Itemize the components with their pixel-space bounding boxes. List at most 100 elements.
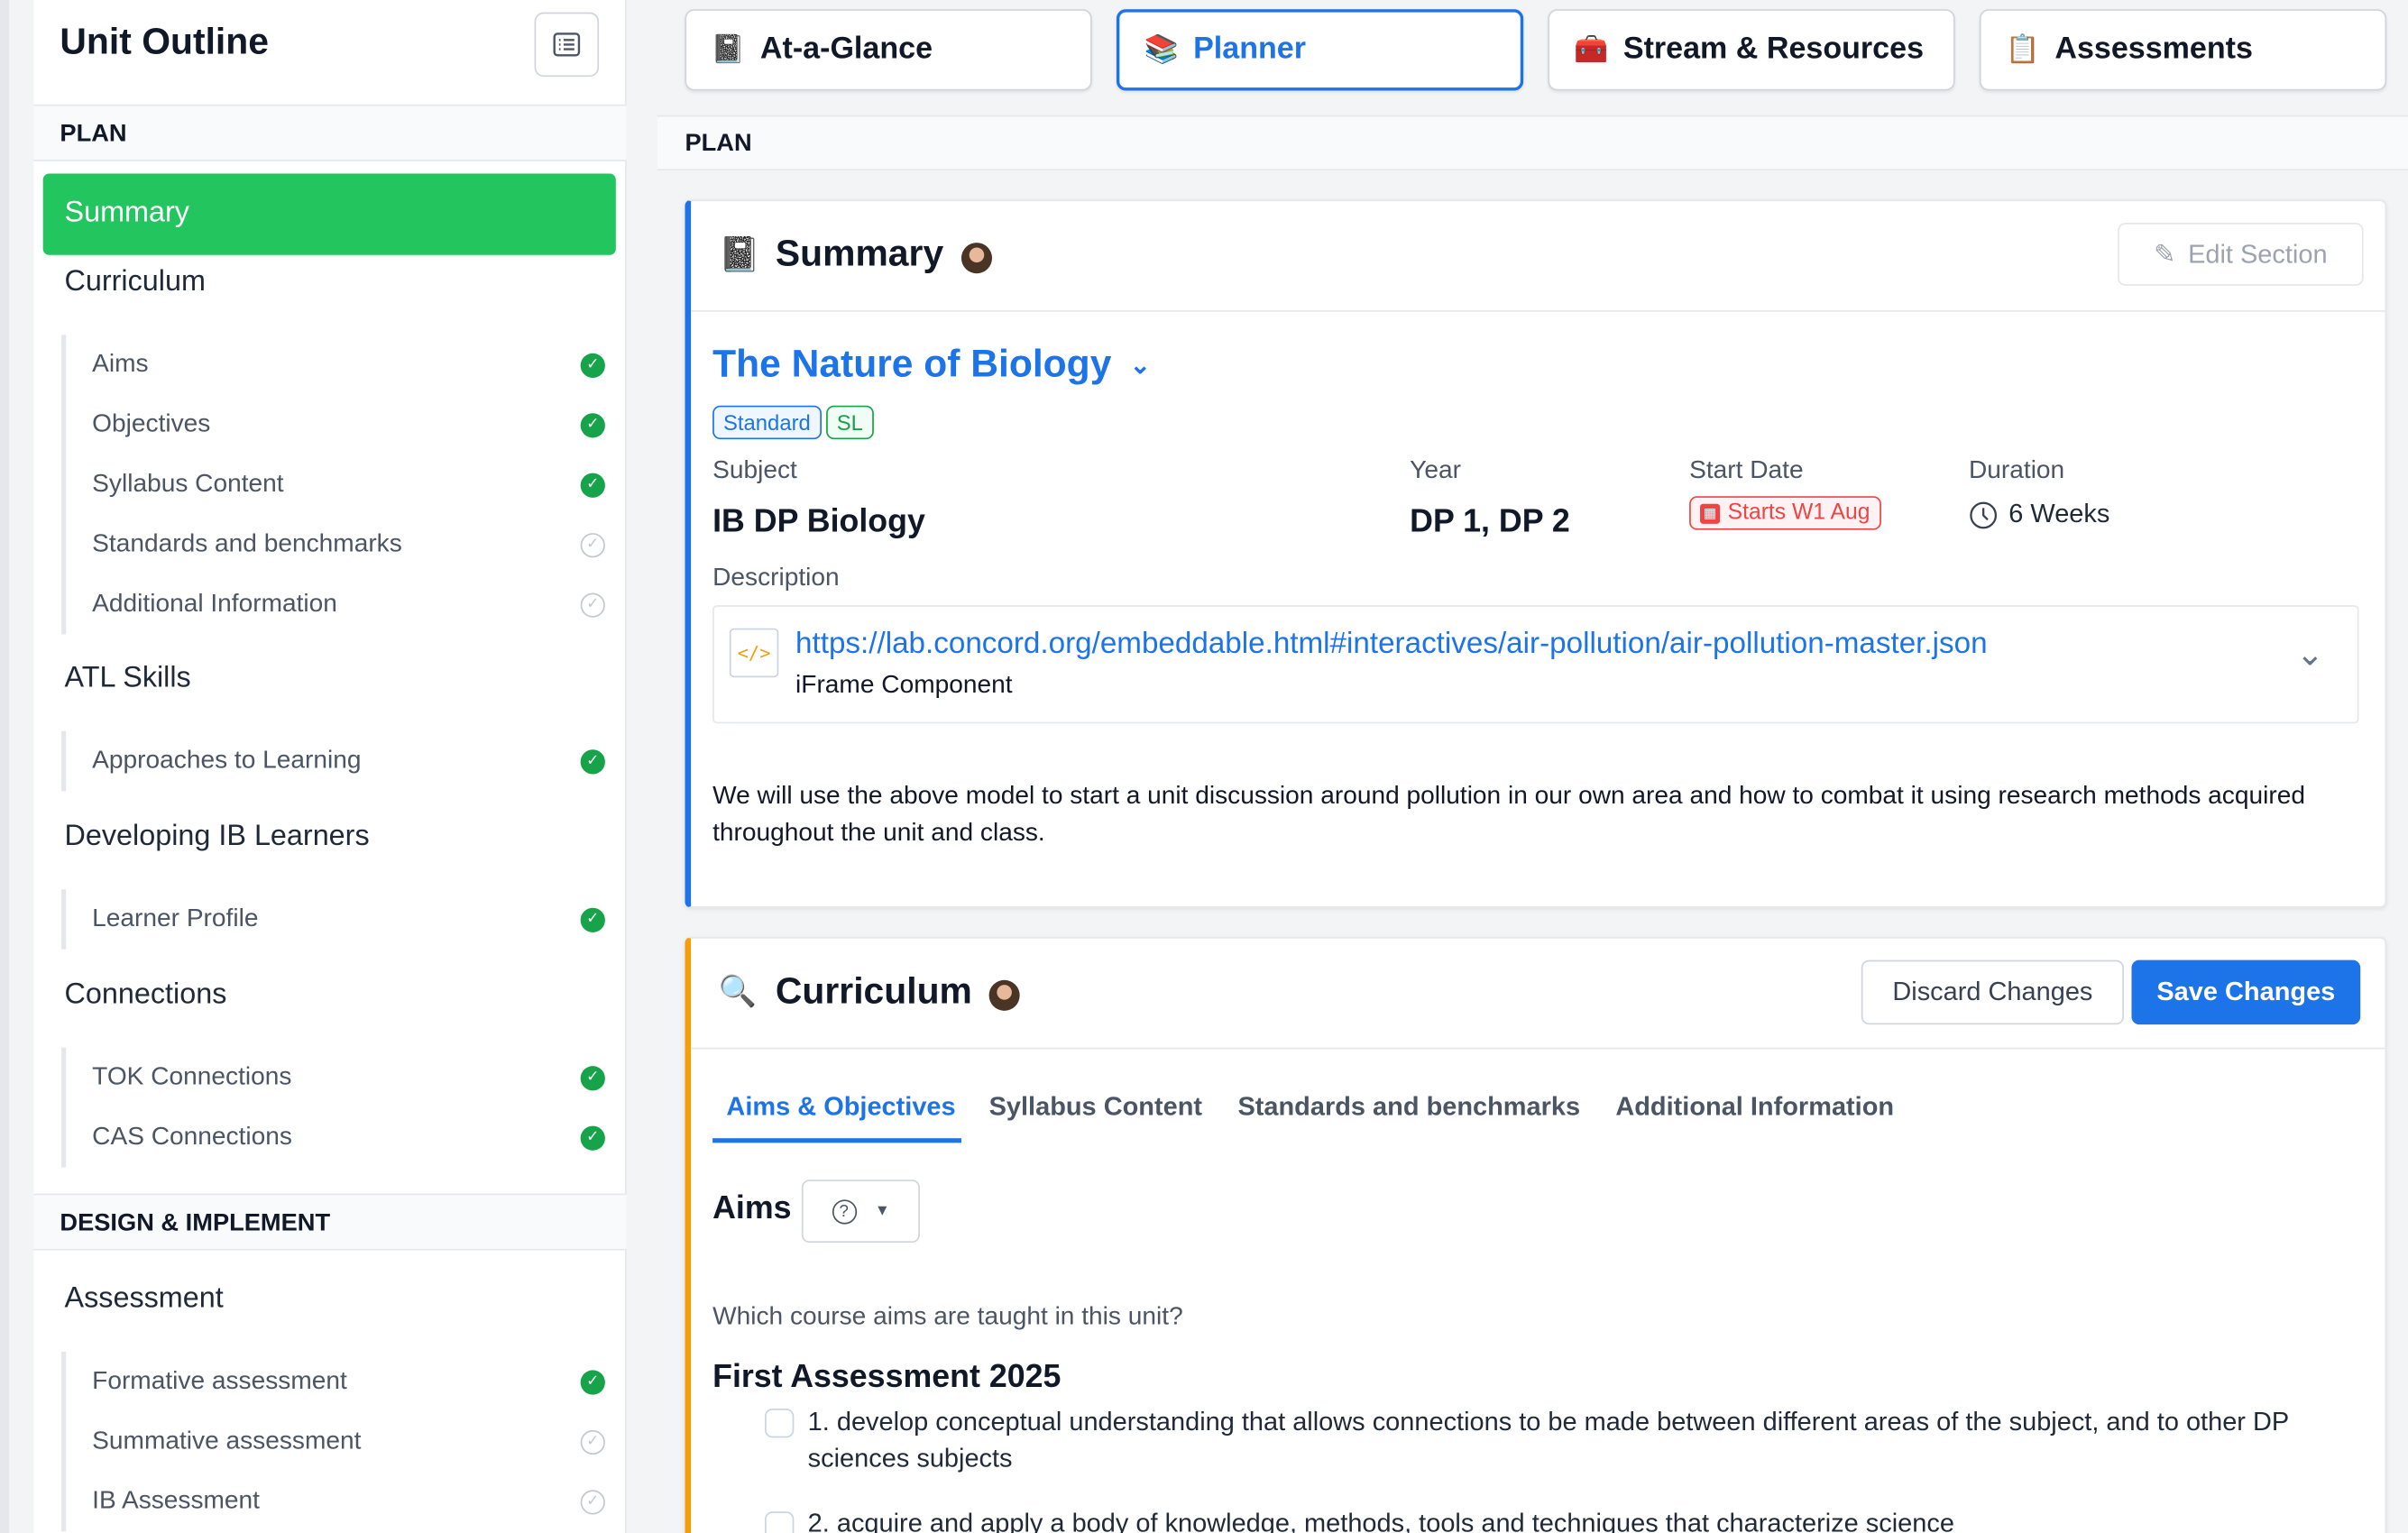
- aim-text: 2. acquire and apply a body of knowledge…: [807, 1508, 1954, 1533]
- check-circle-filled-icon: ✓: [580, 748, 605, 774]
- tab-at-a-glance[interactable]: 📓 At-a-Glance: [685, 9, 1092, 91]
- avatar: [960, 243, 993, 274]
- unit-title: The Nature of Biology: [712, 342, 1112, 386]
- sidebar-subitems: Approaches to Learning ✓: [61, 730, 605, 792]
- curriculum-tab[interactable]: Syllabus Content: [988, 1092, 1203, 1122]
- check-circle-outline-icon: ✓: [580, 532, 605, 557]
- chevron-down-icon[interactable]: ⌄: [2295, 634, 2325, 674]
- outline-toggle-button[interactable]: [534, 12, 600, 78]
- sidebar-item-label: Objectives: [92, 409, 211, 438]
- sidebar-title: Unit Outline: [60, 21, 269, 63]
- magnifier-icon: 🔍: [718, 975, 758, 1010]
- save-changes-button[interactable]: Save Changes: [2131, 959, 2361, 1025]
- check-circle-filled-icon: ✓: [580, 1369, 605, 1394]
- check-circle-filled-icon: ✓: [580, 1125, 605, 1150]
- sidebar-item-label: Summative assessment: [92, 1427, 362, 1455]
- sidebar-item[interactable]: TOK Connections ✓: [66, 1048, 605, 1107]
- curriculum-card: 🔍 Curriculum Discard Changes Save Change…: [685, 937, 2387, 1533]
- sidebar-item-label: Learner Profile: [92, 904, 259, 932]
- tab-label: At-a-Glance: [759, 32, 933, 67]
- sidebar-item-summary[interactable]: Summary: [42, 173, 616, 255]
- assessment-group-title: First Assessment 2025: [712, 1359, 1062, 1395]
- curriculum-tab[interactable]: Standards and benchmarks: [1237, 1092, 1581, 1122]
- check-circle-filled-icon: ✓: [580, 412, 605, 437]
- sidebar-item[interactable]: Standards and benchmarks ✓: [66, 515, 605, 574]
- sidebar-item[interactable]: Formative assessment ✓: [66, 1352, 605, 1411]
- sidebar-item[interactable]: Syllabus Content ✓: [66, 454, 605, 514]
- sidebar-subitems: Aims ✓ Objectives ✓ Syllabus Content ✓ Standar…: [61, 335, 605, 635]
- subject-value: IB DP Biology: [712, 503, 925, 539]
- start-date-value: Starts W1 Aug: [1727, 500, 1870, 526]
- tab-stream-resources[interactable]: 🧰 Stream & Resources: [1548, 9, 1955, 91]
- clock-icon: [1970, 500, 1998, 528]
- check-circle-filled-icon: ✓: [580, 1065, 605, 1090]
- sidebar-group-label[interactable]: ATL Skills: [64, 662, 191, 694]
- sidebar-item-label: IB Assessment: [92, 1486, 261, 1515]
- active-tab-underline: [712, 1138, 961, 1143]
- summary-header: 📓 Summary ✎ Edit Section: [691, 201, 2385, 312]
- section-header-plan: PLAN: [33, 104, 627, 161]
- check-circle-filled-icon: ✓: [580, 906, 605, 932]
- tab-planner[interactable]: 📚 Planner: [1116, 9, 1524, 91]
- sidebar-item[interactable]: Approaches to Learning ✓: [66, 731, 605, 791]
- calendar-icon: ▦: [1699, 502, 1721, 524]
- curriculum-title: Curriculum: [775, 970, 972, 1013]
- aims-heading: Aims: [712, 1190, 792, 1226]
- check-circle-filled-icon: ✓: [580, 472, 605, 498]
- sidebar-group-label[interactable]: Curriculum: [64, 265, 206, 298]
- tab-label: Stream & Resources: [1622, 32, 1925, 67]
- tab-assessments[interactable]: 📋 Assessments: [1979, 9, 2387, 91]
- notebook-icon: 📓: [718, 234, 761, 274]
- duration-label: Duration: [1968, 455, 2065, 484]
- check-circle-filled-icon: ✓: [580, 352, 605, 378]
- curriculum-tab[interactable]: Aims & Objectives: [726, 1092, 956, 1122]
- sidebar-item[interactable]: IB Assessment ✓: [66, 1472, 605, 1531]
- aims-question: Which course aims are taught in this uni…: [712, 1302, 1183, 1331]
- sidebar-item-label: Additional Information: [92, 590, 337, 618]
- aim-checkbox[interactable]: [764, 1511, 795, 1533]
- sidebar-subitems: Formative assessment ✓ Summative assessmen…: [61, 1351, 605, 1532]
- sidebar-item[interactable]: Objectives ✓: [66, 395, 605, 454]
- list-icon: [553, 32, 581, 57]
- unit-title-dropdown[interactable]: The Nature of Biology ⌄: [712, 343, 1151, 387]
- sidebar-item[interactable]: Summative assessment ✓: [66, 1411, 605, 1471]
- aim-checkbox[interactable]: [764, 1409, 795, 1438]
- sidebar-group-label[interactable]: Developing IB Learners: [64, 820, 370, 853]
- discard-changes-button[interactable]: Discard Changes: [1861, 959, 2124, 1025]
- duration-value: 6 Weeks: [2008, 499, 2110, 528]
- sidebar-item[interactable]: Additional Information ✓: [66, 574, 605, 634]
- iframe-url-link[interactable]: https://lab.concord.org/embeddable.html#…: [795, 626, 1988, 661]
- pencil-icon: ✎: [2154, 238, 2176, 269]
- sidebar-item[interactable]: CAS Connections ✓: [66, 1107, 605, 1167]
- sidebar-item-label: TOK Connections: [92, 1062, 292, 1091]
- description-text: We will use the above model to start a u…: [712, 782, 2305, 847]
- check-circle-outline-icon: ✓: [580, 1429, 605, 1455]
- sidebar-subitems: Learner Profile ✓: [61, 889, 605, 950]
- description-label: Description: [712, 564, 840, 592]
- badges: Standard SL: [712, 405, 874, 440]
- iframe-type: iFrame Component: [795, 671, 1013, 700]
- edit-section-button[interactable]: ✎ Edit Section: [2118, 222, 2364, 286]
- sidebar-item[interactable]: Aims ✓: [66, 335, 605, 394]
- tab-label: Planner: [1193, 32, 1306, 67]
- curriculum-tab[interactable]: Additional Information: [1615, 1092, 1895, 1122]
- sidebar-subitems: TOK Connections ✓ CAS Connections ✓: [61, 1047, 605, 1168]
- sidebar-group-label[interactable]: Assessment: [64, 1282, 224, 1316]
- treasure-chest-icon: 🧰: [1574, 33, 1609, 65]
- aims-help-dropdown[interactable]: ? ▼: [801, 1180, 920, 1244]
- caret-down-icon: ▼: [874, 1202, 890, 1220]
- aim-text: 1. develop conceptual understanding that…: [807, 1407, 2289, 1473]
- code-icon: </>: [729, 628, 779, 678]
- checklist-icon: 📋: [2005, 33, 2041, 65]
- unit-outline-sidebar: Unit Outline PLAN Summary Curriculum Aims…: [33, 0, 627, 1533]
- check-circle-outline-icon: ✓: [580, 592, 605, 617]
- badge-standard: Standard: [712, 405, 822, 440]
- iframe-component[interactable]: </> https://lab.concord.org/embeddable.h…: [712, 605, 2359, 724]
- sidebar-item[interactable]: Learner Profile ✓: [66, 889, 605, 949]
- section-header-design-implement: DESIGN & IMPLEMENT: [33, 1193, 627, 1251]
- edit-section-label: Edit Section: [2188, 238, 2328, 269]
- help-circle-icon: ?: [832, 1198, 857, 1224]
- sidebar-group-label[interactable]: Connections: [64, 978, 227, 1011]
- duration: 6 Weeks: [1969, 500, 2109, 530]
- books-icon: 📚: [1144, 33, 1179, 65]
